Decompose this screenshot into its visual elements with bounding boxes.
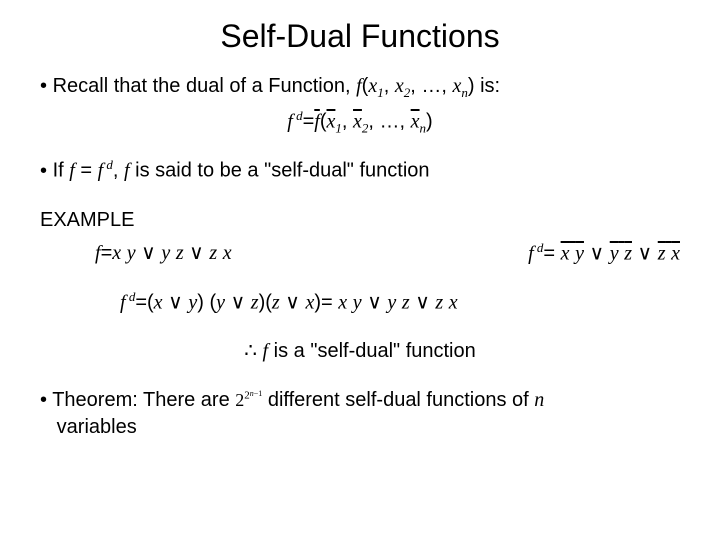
var-x: x bbox=[223, 242, 232, 264]
term-bar: x y bbox=[561, 243, 584, 265]
eq-sign: = bbox=[303, 110, 315, 132]
term-bar: y z bbox=[610, 243, 632, 265]
var-z: z bbox=[435, 291, 443, 313]
lparen: ( bbox=[265, 291, 272, 313]
minus-one: −1 bbox=[254, 389, 263, 398]
var-z: z bbox=[402, 291, 410, 313]
var-x: x bbox=[154, 291, 163, 313]
text: Recall that the dual of a Function, bbox=[53, 75, 357, 97]
example-expansion: f d=(x ∨ y) (y ∨ z)(z ∨ x)= x y ∨ y z ∨ … bbox=[120, 288, 680, 317]
dots: , …, bbox=[410, 75, 452, 97]
eq-sign: = bbox=[321, 291, 338, 313]
var-x: x bbox=[449, 291, 458, 313]
or-symbol: ∨ bbox=[590, 243, 605, 265]
sup-d: d bbox=[126, 289, 136, 304]
pow-expexp: n−1 bbox=[250, 389, 263, 398]
var-y: y bbox=[353, 291, 362, 313]
bullet-selfdual-def: If f = f d, f is said to be a "self-dual… bbox=[40, 156, 680, 185]
therefore-symbol: ∴ bbox=[244, 340, 257, 362]
example-rhs: f d= x y ∨ y z ∨ z x bbox=[528, 240, 680, 266]
var-x: x bbox=[368, 75, 377, 97]
eq-sign: = bbox=[101, 242, 113, 264]
text: Theorem: There are bbox=[52, 389, 235, 411]
comma: , bbox=[384, 75, 395, 97]
var-z: z bbox=[272, 291, 280, 313]
lparen: ( bbox=[147, 291, 154, 313]
or-symbol: ∨ bbox=[168, 291, 183, 313]
rparen: ) bbox=[468, 75, 475, 97]
or-symbol: ∨ bbox=[367, 291, 382, 313]
var-y: y bbox=[188, 291, 197, 313]
text: = bbox=[75, 160, 98, 182]
var-y: y bbox=[127, 242, 136, 264]
bullet-recall: Recall that the dual of a Function, f(x1… bbox=[40, 73, 680, 102]
text: variables bbox=[51, 416, 137, 438]
or-symbol: ∨ bbox=[285, 291, 300, 313]
var-xbar: x bbox=[353, 110, 362, 132]
var-y: y bbox=[161, 242, 170, 264]
example-row: f=x y ∨ y z ∨ z x f d= x y ∨ y z ∨ z x bbox=[95, 240, 680, 266]
bullet-theorem: Theorem: There are 22n−1 different self-… bbox=[40, 387, 680, 441]
var-z: z bbox=[176, 242, 184, 264]
therefore-line: ∴ f is a "self-dual" function bbox=[40, 338, 680, 365]
var-z: z bbox=[624, 243, 632, 265]
text: is said to be a "self-dual" function bbox=[130, 160, 430, 182]
term-bar: z x bbox=[658, 243, 680, 265]
slide: Self-Dual Functions Recall that the dual… bbox=[0, 0, 720, 540]
or-symbol: ∨ bbox=[189, 242, 204, 264]
lparen: ( bbox=[320, 110, 327, 132]
equation-fd-def: f d=f(x1, x2, …, xn) bbox=[40, 108, 680, 137]
text: , bbox=[113, 160, 124, 182]
rparen: ) bbox=[197, 291, 204, 313]
sup-d: d bbox=[534, 240, 544, 255]
sup-d: d bbox=[293, 108, 303, 123]
or-symbol: ∨ bbox=[141, 242, 156, 264]
var-n: n bbox=[534, 389, 544, 411]
eq-sign: = bbox=[543, 243, 555, 265]
var-y: y bbox=[610, 243, 619, 265]
or-symbol: ∨ bbox=[415, 291, 430, 313]
rparen: ) bbox=[426, 110, 433, 132]
var-x: x bbox=[561, 243, 570, 265]
var-x: x bbox=[112, 242, 121, 264]
text: is a "self-dual" function bbox=[268, 340, 476, 362]
var-y: y bbox=[387, 291, 396, 313]
var-xbar: x bbox=[411, 110, 420, 132]
text: is: bbox=[475, 75, 501, 97]
var-z: z bbox=[251, 291, 259, 313]
example-lhs: f=x y ∨ y z ∨ z x bbox=[95, 240, 232, 266]
var-z: z bbox=[209, 242, 217, 264]
or-symbol: ∨ bbox=[231, 291, 246, 313]
sup-d: d bbox=[103, 157, 113, 172]
text: different self-dual functions of bbox=[262, 389, 534, 411]
dots: , …, bbox=[368, 110, 410, 132]
var-x: x bbox=[395, 75, 404, 97]
power-expression: 22n−1 bbox=[235, 389, 262, 411]
or-symbol: ∨ bbox=[638, 243, 653, 265]
pow-base: 2 bbox=[235, 390, 244, 410]
var-x: x bbox=[452, 75, 461, 97]
comma: , bbox=[342, 110, 353, 132]
var-y: y bbox=[575, 243, 584, 265]
var-x: x bbox=[338, 291, 347, 313]
text: If bbox=[53, 160, 70, 182]
var-z: z bbox=[658, 243, 666, 265]
slide-title: Self-Dual Functions bbox=[40, 18, 680, 55]
var-x: x bbox=[671, 243, 680, 265]
eq-sign: = bbox=[135, 291, 147, 313]
example-label: EXAMPLE bbox=[40, 207, 680, 234]
var-y: y bbox=[216, 291, 225, 313]
